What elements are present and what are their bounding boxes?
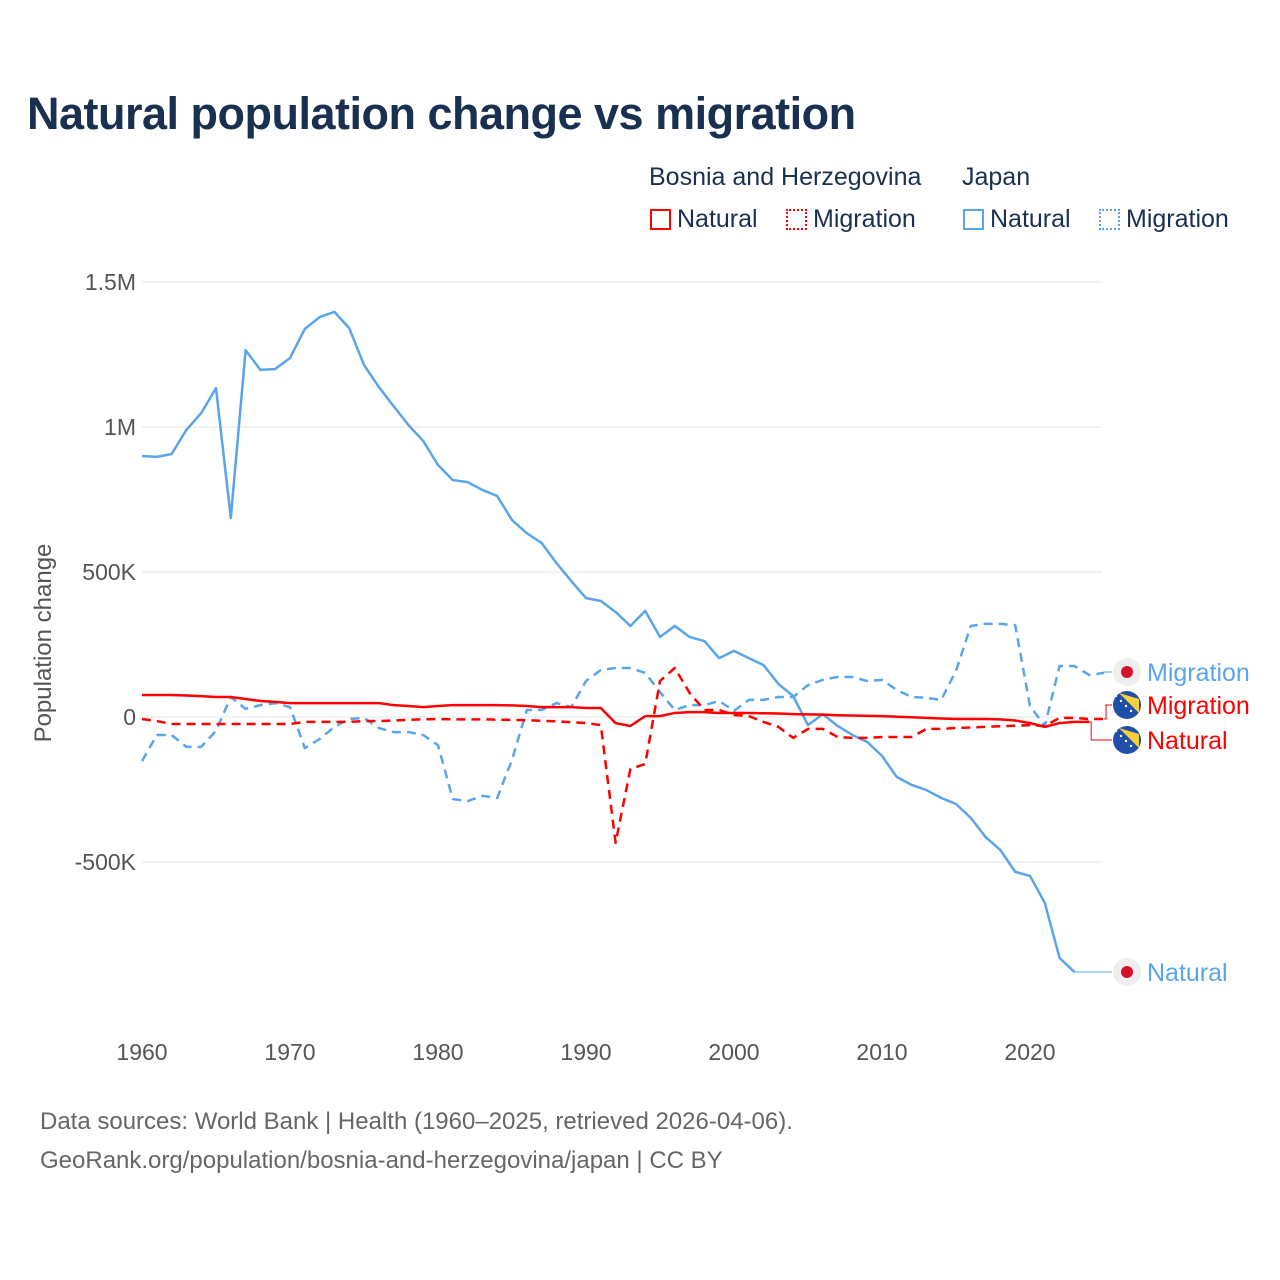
flag-star bbox=[1114, 694, 1118, 698]
footer-link[interactable]: GeoRank.org/population/bosnia-and-herzeg… bbox=[40, 1147, 723, 1174]
flag-star bbox=[1124, 739, 1128, 743]
legend-label: Natural bbox=[677, 205, 758, 233]
footer-sources: Data sources: World Bank | Health (1960–… bbox=[40, 1108, 793, 1135]
legend-japan-natural[interactable]: Natural bbox=[963, 205, 1071, 234]
end-label: Natural bbox=[1147, 727, 1228, 755]
y-tick-label: 0 bbox=[123, 704, 136, 730]
x-tick-label: 1980 bbox=[412, 1039, 463, 1065]
series-japan-natural bbox=[141, 310, 1112, 973]
bosnia-flag-icon bbox=[1113, 726, 1141, 754]
flag-star bbox=[1119, 699, 1123, 703]
series-bosnia-and-herzegovina-natural bbox=[142, 693, 1112, 741]
flag-triangle bbox=[1119, 728, 1139, 748]
series-line bbox=[142, 693, 1090, 729]
flag-star bbox=[1129, 744, 1133, 748]
series-bosnia-and-herzegovina-migration bbox=[141, 666, 1112, 845]
label-connector bbox=[1104, 704, 1112, 720]
x-tick-label: 1960 bbox=[116, 1039, 167, 1065]
chart-title: Natural population change vs migration bbox=[27, 88, 856, 139]
japan-flag-icon bbox=[1113, 658, 1141, 686]
legend-swatch-dotted-icon bbox=[786, 209, 807, 230]
bosnia-flag-icon bbox=[1113, 691, 1141, 719]
japan-flag-icon bbox=[1113, 958, 1141, 986]
flag-triangle bbox=[1119, 693, 1139, 713]
flag-sun bbox=[1121, 966, 1133, 978]
y-axis-label: Population change bbox=[30, 544, 57, 743]
end-label: Natural bbox=[1147, 959, 1228, 987]
label-connector bbox=[1103, 671, 1112, 673]
flag-star bbox=[1119, 734, 1123, 738]
y-tick-label: -500K bbox=[75, 849, 137, 875]
legend-japan-migration[interactable]: Migration bbox=[1099, 205, 1229, 234]
legend-group-bih: Bosnia and Herzegovina bbox=[649, 163, 922, 191]
series-line bbox=[141, 666, 1104, 845]
end-label: Migration bbox=[1147, 692, 1250, 720]
x-tick-label: 1970 bbox=[264, 1039, 315, 1065]
legend-swatch-solid-icon bbox=[650, 209, 671, 230]
end-label: Migration bbox=[1147, 659, 1250, 687]
flag-star bbox=[1129, 709, 1133, 713]
label-connector bbox=[1089, 721, 1112, 741]
legend-group-japan: Japan bbox=[962, 163, 1031, 191]
legend-swatch-solid-icon bbox=[963, 209, 984, 230]
legend-bih-migration[interactable]: Migration bbox=[786, 205, 916, 234]
legend-label: Natural bbox=[990, 205, 1071, 233]
legend-bih-natural[interactable]: Natural bbox=[650, 205, 758, 234]
flag-star bbox=[1124, 704, 1128, 708]
legend-label: Migration bbox=[1126, 205, 1229, 233]
x-tick-label: 2010 bbox=[856, 1039, 907, 1065]
y-tick-label: 500K bbox=[82, 559, 136, 585]
legend-swatch-dotted-icon bbox=[1099, 209, 1120, 230]
y-tick-label: 1.5M bbox=[85, 269, 136, 295]
series-line bbox=[141, 310, 1076, 973]
x-tick-label: 2020 bbox=[1004, 1039, 1055, 1065]
flag-sun bbox=[1121, 666, 1133, 678]
x-tick-label: 1990 bbox=[560, 1039, 611, 1065]
y-tick-label: 1M bbox=[104, 414, 136, 440]
series-line bbox=[140, 622, 1105, 803]
series-japan-migration bbox=[140, 622, 1112, 803]
x-tick-label: 2000 bbox=[708, 1039, 759, 1065]
legend-label: Migration bbox=[813, 205, 916, 233]
flag-star bbox=[1114, 729, 1118, 733]
